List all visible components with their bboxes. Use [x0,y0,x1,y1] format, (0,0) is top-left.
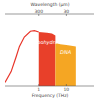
x-tick [38,84,39,86]
area [55,43,75,86]
top-tick [38,14,39,16]
x-axis-label: Frequency (THz) [32,93,69,98]
chart: Carbohydrates DNA 1 10 300 30 Frequency (THz) W… [0,0,100,100]
x-tick-label: 10 [64,87,70,92]
x-axis [5,86,94,87]
x-tick-label: 1 [37,87,40,92]
plot-area [5,31,76,86]
top-axis [5,14,94,15]
series-label: Carbohydrates [29,39,66,46]
top-tick-label: 300 [34,9,43,14]
top-tick-label: 30 [64,9,70,14]
x-tick [66,84,67,86]
series-label: DNA [60,49,72,55]
top-tick [66,14,67,16]
top-axis-label: Wavelength (μm) [31,2,70,7]
